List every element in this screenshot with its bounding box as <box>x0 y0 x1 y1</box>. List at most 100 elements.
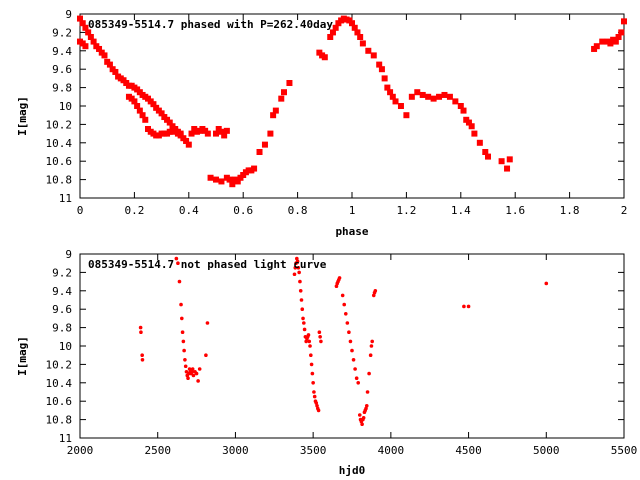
data-point <box>181 339 186 344</box>
y-tick-label: 9 <box>65 248 72 261</box>
data-point <box>180 316 184 321</box>
data-point <box>166 119 173 126</box>
data-point <box>234 178 241 185</box>
data-point <box>465 119 472 126</box>
data-point <box>197 367 202 371</box>
y-tick-label: 9 <box>65 8 72 21</box>
data-point <box>446 93 453 100</box>
data-point <box>367 371 371 376</box>
data-point <box>304 339 308 344</box>
data-point <box>204 130 211 137</box>
x-tick-label: 3500 <box>300 444 327 457</box>
data-point <box>466 304 471 309</box>
data-point <box>354 376 359 381</box>
data-point <box>295 256 299 261</box>
data-point <box>302 321 306 325</box>
data-point <box>301 316 305 321</box>
y-tick-label: 10 <box>59 340 72 353</box>
x-tick-label: 0.2 <box>124 204 144 217</box>
data-point <box>85 29 92 36</box>
data-point <box>221 132 228 139</box>
data-point <box>174 256 179 261</box>
data-point <box>615 34 622 40</box>
data-point <box>308 344 312 348</box>
data-point <box>142 116 149 123</box>
data-point <box>191 373 196 378</box>
data-point <box>218 128 225 135</box>
data-point <box>140 358 145 362</box>
data-point <box>368 353 373 358</box>
data-point <box>460 107 467 114</box>
data-point <box>457 103 464 109</box>
data-point <box>349 20 355 27</box>
data-point <box>150 101 157 108</box>
y-tick-label: 10.6 <box>46 395 73 408</box>
data-point <box>296 266 301 270</box>
data-point <box>482 149 489 155</box>
y-tick-label: 11 <box>59 192 72 205</box>
data-point <box>299 298 304 302</box>
data-point <box>462 304 466 309</box>
data-point <box>544 281 549 286</box>
x-axis-label: hjd0 <box>339 464 366 477</box>
plot-title: 085349-5514.7 not phased light curve <box>88 258 327 271</box>
data-point <box>112 68 119 75</box>
data-point <box>281 89 287 96</box>
data-point <box>190 367 195 371</box>
data-point <box>82 24 89 31</box>
y-tick-label: 9.2 <box>52 266 72 279</box>
data-point <box>425 93 432 100</box>
x-tick-label: 1.8 <box>560 204 580 217</box>
data-point <box>207 174 214 181</box>
data-point <box>334 284 339 289</box>
x-axis: 0 0.2 0.4 0.6 0.8 1 1.2 1.4 1.6 1.8 2 <box>77 14 627 217</box>
data-point <box>357 34 364 40</box>
data-point <box>506 156 513 163</box>
data-point <box>348 339 353 344</box>
plot-frame <box>79 13 625 199</box>
y-tick-label: 9.6 <box>52 303 72 316</box>
data-point <box>139 330 143 335</box>
data-point <box>204 353 208 358</box>
data-point <box>476 139 483 146</box>
plot-frame <box>79 253 625 439</box>
y-tick-label: 10.8 <box>46 414 73 427</box>
data-point <box>306 333 311 337</box>
x-tick-label: 1 <box>349 204 356 217</box>
data-point <box>593 43 600 50</box>
data-point <box>365 390 370 394</box>
data-point <box>599 38 606 45</box>
data-point <box>226 176 233 183</box>
y-tick-label: 10.2 <box>46 358 73 371</box>
data-point <box>196 379 200 383</box>
x-tick-label: 5500 <box>611 444 638 457</box>
data-point <box>106 61 113 68</box>
data-point <box>347 330 351 335</box>
data-point <box>267 130 274 137</box>
data-point <box>607 40 614 47</box>
data-points <box>138 256 549 427</box>
data-point <box>360 422 364 427</box>
data-point <box>337 276 342 280</box>
x-tick-label: 2500 <box>144 444 171 457</box>
data-points <box>77 15 627 188</box>
data-point <box>300 307 305 312</box>
y-tick-label: 10.8 <box>46 174 73 187</box>
data-point <box>101 52 108 59</box>
data-point <box>408 93 415 100</box>
y-tick-label: 9.4 <box>52 285 72 298</box>
y-tick-label: 9.6 <box>52 63 72 76</box>
data-point <box>364 404 369 408</box>
data-point <box>376 61 383 68</box>
data-point <box>361 415 366 420</box>
data-point <box>419 91 426 98</box>
data-point <box>179 302 183 307</box>
data-point <box>176 261 180 266</box>
data-point <box>205 321 210 325</box>
y-axis: 9 9.2 9.4 9.6 9.8 10 10.2 10.4 10.6 10.8 11 <box>46 8 624 205</box>
data-point <box>384 84 391 91</box>
data-point <box>441 91 448 98</box>
data-point <box>318 335 322 339</box>
